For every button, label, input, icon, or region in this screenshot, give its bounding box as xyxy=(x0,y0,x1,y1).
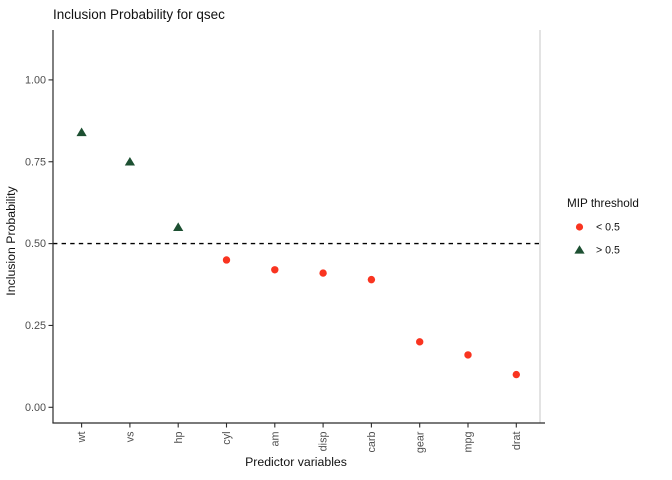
y-axis-title: Inclusion Probability xyxy=(4,185,18,295)
legend: MIP threshold < 0.5 > 0.5 xyxy=(567,197,639,257)
x-tick-label-carb: carb xyxy=(366,432,378,453)
data-points xyxy=(76,127,520,379)
data-point-drat xyxy=(512,370,520,379)
y-tick-label: 0.50 xyxy=(25,238,46,250)
legend-circle-icon xyxy=(575,223,584,231)
plot-title: Inclusion Probability for qsec xyxy=(53,7,225,22)
x-tick-label-mpg: mpg xyxy=(463,432,475,453)
x-tick-label-drat: drat xyxy=(511,432,523,451)
x-tick-label-vs: vs xyxy=(125,431,137,442)
legend-label-below: < 0.5 xyxy=(596,222,620,234)
y-tick-label: 0.25 xyxy=(25,320,46,332)
data-point-vs xyxy=(124,156,135,166)
x-tick-label-disp: disp xyxy=(318,432,330,452)
y-axis-ticks: 0.00 0.25 0.50 0.75 1.00 xyxy=(25,75,53,414)
legend-title: MIP threshold xyxy=(567,197,639,210)
x-tick-label-wt: wt xyxy=(76,432,88,444)
y-tick-label: 0.75 xyxy=(25,156,46,168)
data-point-disp xyxy=(319,269,327,277)
data-point-cyl xyxy=(222,256,231,264)
x-tick-label-am: am xyxy=(269,431,281,446)
legend-label-above: > 0.5 xyxy=(596,245,620,257)
data-point-hp xyxy=(173,222,184,232)
x-tick-label-hp: hp xyxy=(173,432,185,444)
data-point-am xyxy=(271,266,279,274)
x-axis-title: Predictor variables xyxy=(245,455,347,469)
x-tick-label-gear: gear xyxy=(414,431,426,453)
x-axis-ticks: wt vs hp cyl am disp carb gear mpg drat xyxy=(76,423,523,453)
data-point-carb xyxy=(367,275,376,284)
data-point-gear xyxy=(416,338,424,346)
y-tick-label: 1.00 xyxy=(25,75,46,87)
data-point-mpg xyxy=(464,351,472,359)
legend-triangle-icon xyxy=(574,245,585,254)
data-point-wt xyxy=(76,127,87,137)
y-tick-label: 0.00 xyxy=(25,402,46,414)
x-tick-label-cyl: cyl xyxy=(221,432,233,445)
